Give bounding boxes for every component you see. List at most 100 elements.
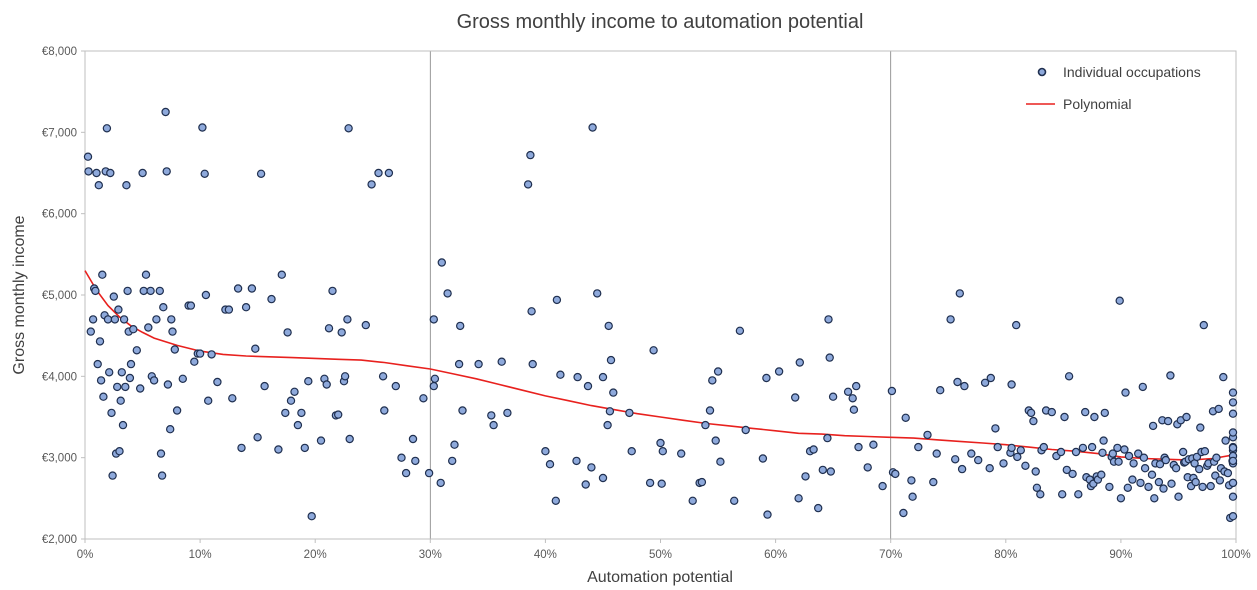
data-point	[86, 327, 96, 336]
data-point	[908, 492, 917, 501]
data-point	[1068, 469, 1077, 479]
data-point	[957, 464, 967, 474]
data-point	[901, 413, 910, 422]
legend-label-occupations: Individual occupations	[1063, 64, 1201, 80]
data-point	[907, 476, 916, 485]
data-point	[443, 289, 452, 298]
data-point	[384, 168, 394, 178]
data-point	[345, 434, 354, 444]
data-point	[203, 396, 213, 405]
data-point	[587, 463, 596, 472]
data-point	[300, 443, 309, 453]
data-point	[1078, 443, 1088, 453]
data-point	[116, 396, 125, 405]
data-point	[1114, 457, 1123, 466]
data-point	[172, 406, 182, 415]
data-point	[960, 381, 969, 391]
y-tick-label: €7,000	[42, 127, 77, 139]
data-point	[123, 286, 132, 296]
data-point	[887, 386, 897, 396]
data-point	[430, 374, 440, 383]
data-point	[456, 321, 465, 331]
plot-area-border	[84, 50, 1237, 540]
data-point	[1032, 483, 1042, 492]
data-point	[1136, 478, 1145, 488]
data-point	[304, 377, 313, 386]
reference-lines	[429, 51, 892, 539]
data-point	[207, 350, 216, 359]
y-tick-label: €2,000	[42, 534, 77, 546]
data-point	[283, 328, 292, 337]
data-point	[96, 376, 106, 385]
legend: Individual occupations Polynomial	[1026, 64, 1201, 112]
data-point	[195, 349, 205, 358]
data-point	[528, 359, 537, 369]
data-point	[95, 337, 105, 346]
data-point	[701, 420, 710, 430]
data-point	[1161, 455, 1171, 465]
data-point	[1036, 490, 1045, 499]
data-point	[705, 406, 715, 415]
data-point	[730, 496, 739, 505]
data-point	[367, 180, 376, 189]
data-point	[583, 381, 593, 391]
data-point	[1140, 464, 1150, 473]
data-point	[551, 496, 561, 505]
data-point	[1174, 492, 1183, 501]
data-point	[1129, 459, 1138, 468]
x-tick-label: 40%	[534, 549, 557, 561]
data-point	[588, 123, 597, 132]
data-point	[474, 359, 483, 369]
data-point	[1099, 436, 1108, 445]
data-point	[102, 124, 112, 133]
data-point	[328, 286, 337, 296]
data-point	[1007, 380, 1016, 389]
data-point	[98, 270, 107, 279]
data-point	[541, 447, 550, 456]
data-point	[1198, 482, 1207, 492]
data-point	[1090, 412, 1099, 422]
data-point	[980, 378, 990, 387]
data-point	[93, 359, 102, 369]
data-point	[374, 168, 383, 178]
data-point	[334, 410, 343, 419]
data-point	[932, 449, 941, 458]
data-point	[110, 315, 120, 324]
data-point	[828, 392, 838, 401]
data-point	[869, 440, 878, 449]
data-point	[224, 305, 234, 314]
data-point	[1062, 465, 1072, 475]
data-point	[953, 377, 962, 387]
data-point	[88, 315, 98, 324]
data-point	[146, 286, 155, 296]
data-point	[848, 394, 857, 403]
data-point	[658, 447, 668, 456]
data-point	[914, 442, 923, 452]
data-point	[1138, 382, 1148, 392]
data-point	[1080, 407, 1090, 417]
data-point	[1133, 449, 1143, 458]
data-point	[497, 357, 506, 366]
data-point	[429, 315, 438, 324]
data-point	[233, 284, 243, 293]
data-point	[94, 180, 104, 190]
data-point	[735, 326, 745, 335]
data-point	[923, 430, 932, 440]
data-point	[256, 169, 266, 178]
data-point	[277, 270, 286, 279]
data-point	[260, 381, 269, 391]
data-point	[1212, 453, 1221, 462]
data-point	[986, 373, 996, 383]
data-point	[115, 447, 124, 456]
data-point	[424, 468, 434, 478]
data-point	[135, 384, 145, 393]
data-point	[1228, 478, 1238, 488]
data-point	[139, 286, 148, 296]
data-point	[167, 315, 176, 324]
data-point	[523, 180, 533, 189]
data-point	[1071, 447, 1081, 457]
data-point	[108, 471, 117, 480]
data-point	[967, 449, 976, 458]
data-point	[974, 455, 983, 465]
data-point	[649, 346, 658, 355]
